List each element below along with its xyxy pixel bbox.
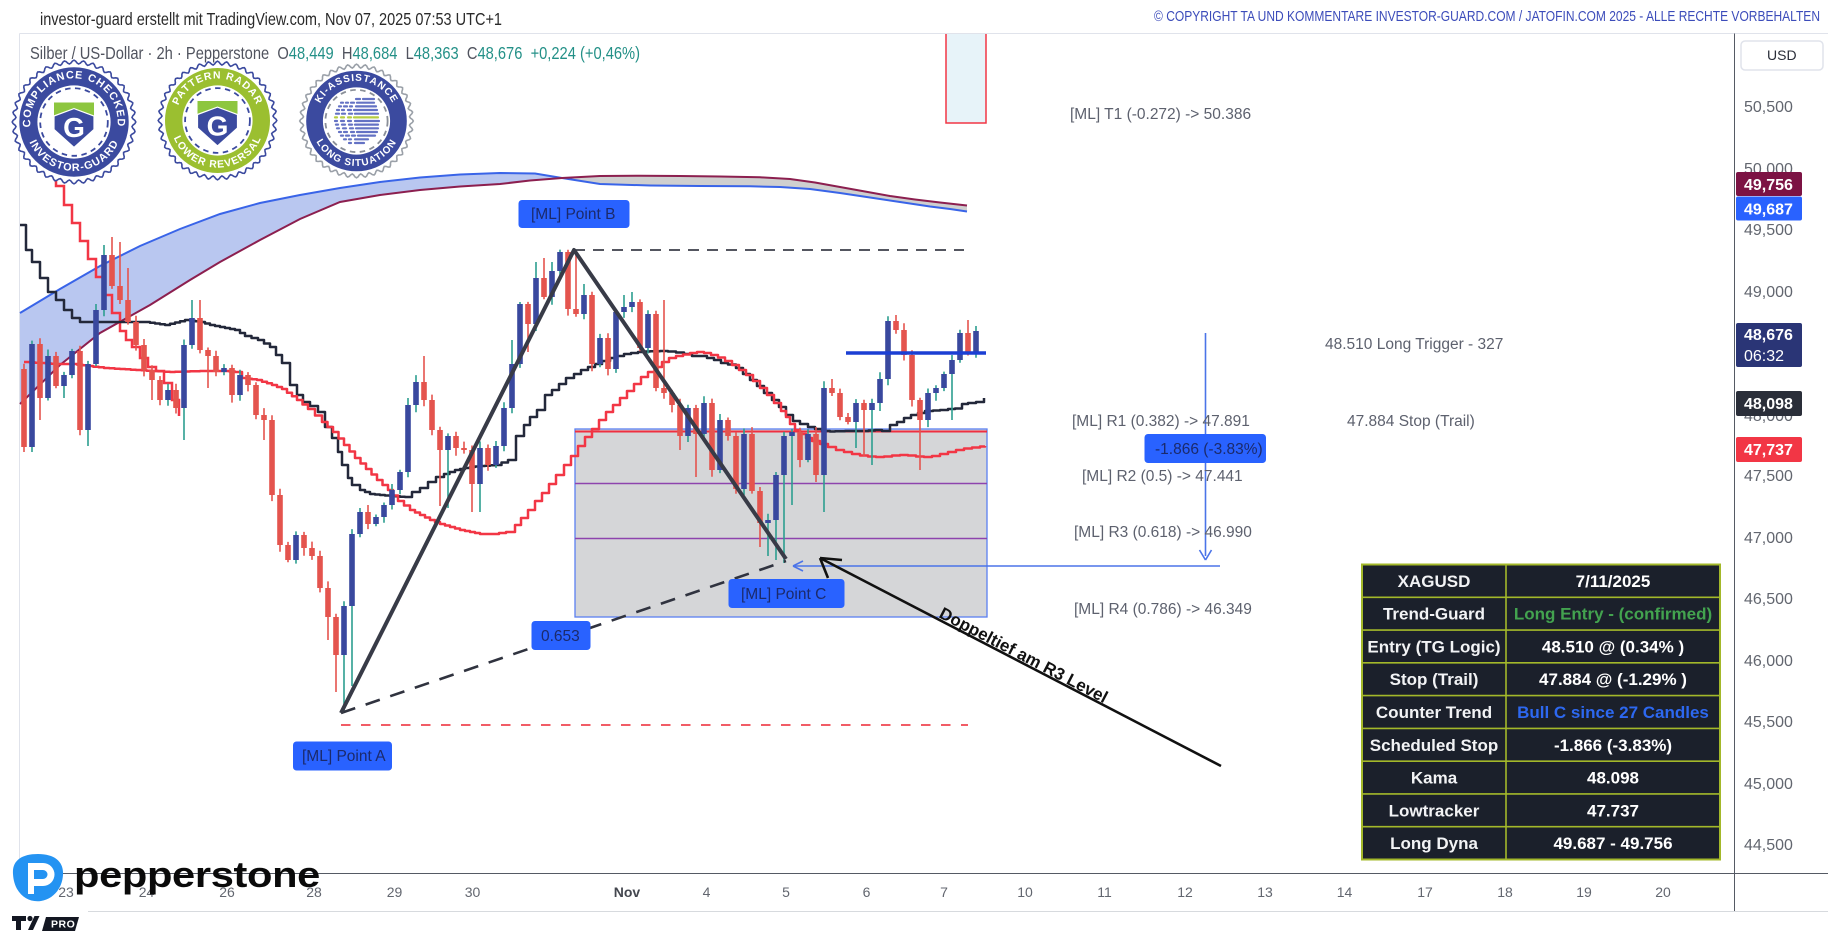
svg-text:G: G [207, 111, 229, 142]
svg-text:[ML] R1 (0.382) -> 47.891: [ML] R1 (0.382) -> 47.891 [1072, 413, 1250, 430]
svg-text:47.884 @ (-1.29% ): 47.884 @ (-1.29% ) [1539, 670, 1687, 689]
svg-text:20: 20 [1655, 884, 1671, 900]
svg-text:[ML] Point C: [ML] Point C [741, 586, 826, 603]
svg-text:PRO: PRO [51, 919, 75, 931]
svg-text:[ML] R2 (0.5) -> 47.441: [ML] R2 (0.5) -> 47.441 [1082, 468, 1243, 485]
svg-text:48.510 @ (0.34% ): 48.510 @ (0.34% ) [1542, 637, 1684, 656]
svg-text:19: 19 [1576, 884, 1592, 900]
svg-text:6: 6 [863, 884, 871, 900]
svg-text:49.687 - 49.756: 49.687 - 49.756 [1553, 834, 1672, 853]
svg-text:Lowtracker: Lowtracker [1389, 801, 1480, 820]
svg-text:-1.866 (-3.83%): -1.866 (-3.83%) [1155, 441, 1263, 458]
svg-text:48.510 Long Trigger - 327: 48.510 Long Trigger - 327 [1325, 336, 1503, 353]
svg-text:47.884 Stop (Trail): 47.884 Stop (Trail) [1347, 413, 1475, 430]
svg-text:46,500: 46,500 [1744, 591, 1793, 608]
svg-text:50,500: 50,500 [1744, 99, 1793, 116]
svg-text:28: 28 [306, 884, 322, 900]
svg-text:11: 11 [1097, 884, 1112, 900]
svg-text:pepperstone: pepperstone [74, 854, 320, 895]
svg-text:06:32: 06:32 [1744, 348, 1784, 365]
svg-text:14: 14 [1337, 884, 1353, 900]
svg-text:49,687: 49,687 [1744, 202, 1793, 219]
svg-text:5: 5 [782, 884, 790, 900]
svg-text:Trend-Guard: Trend-Guard [1383, 605, 1485, 624]
svg-text:XAGUSD: XAGUSD [1398, 572, 1471, 591]
svg-text:Kama: Kama [1411, 769, 1458, 788]
svg-text:Scheduled Stop: Scheduled Stop [1370, 736, 1498, 755]
svg-text:Counter Trend: Counter Trend [1376, 703, 1492, 722]
svg-text:investor-guard erstellt mit Tr: investor-guard erstellt mit TradingView.… [40, 9, 502, 29]
svg-text:-1.866 (-3.83%): -1.866 (-3.83%) [1554, 736, 1672, 755]
svg-text:G: G [63, 112, 85, 143]
svg-text:USD: USD [1767, 47, 1797, 63]
svg-text:Long Entry - (confirmed): Long Entry - (confirmed) [1514, 605, 1712, 624]
svg-text:Silber / US-Dollar · 2h · Pepp: Silber / US-Dollar · 2h · Pepperstone O4… [30, 43, 640, 63]
svg-text:47,000: 47,000 [1744, 530, 1793, 547]
svg-text:[ML] R4 (0.786) -> 46.349: [ML] R4 (0.786) -> 46.349 [1074, 601, 1252, 618]
svg-text:12: 12 [1177, 884, 1193, 900]
svg-text:45,000: 45,000 [1744, 776, 1793, 793]
svg-text:47.737: 47.737 [1587, 801, 1639, 820]
svg-text:[ML] T1 (-0.272) -> 50.386: [ML] T1 (-0.272) -> 50.386 [1070, 106, 1251, 123]
svg-text:Entry (TG Logic): Entry (TG Logic) [1367, 637, 1500, 656]
svg-text:13: 13 [1257, 884, 1273, 900]
svg-text:48,676: 48,676 [1744, 327, 1793, 344]
svg-text:Long Dyna: Long Dyna [1390, 834, 1478, 853]
svg-text:49,500: 49,500 [1744, 222, 1793, 239]
svg-text:17: 17 [1417, 884, 1433, 900]
svg-text:49,000: 49,000 [1744, 284, 1793, 301]
svg-text:48,098: 48,098 [1744, 396, 1793, 413]
svg-text:47,737: 47,737 [1744, 442, 1793, 459]
svg-text:Nov: Nov [614, 884, 641, 900]
svg-text:48.098: 48.098 [1587, 769, 1639, 788]
svg-text:Bull C since 27 Candles: Bull C since 27 Candles [1517, 703, 1709, 722]
svg-text:4: 4 [703, 884, 711, 900]
svg-text:23: 23 [58, 884, 74, 900]
svg-text:7/11/2025: 7/11/2025 [1576, 572, 1651, 591]
svg-text:18: 18 [1497, 884, 1513, 900]
svg-text:0.653: 0.653 [541, 628, 580, 645]
svg-text:[ML] R3 (0.618) -> 46.990: [ML] R3 (0.618) -> 46.990 [1074, 524, 1252, 541]
svg-text:[ML] Point B: [ML] Point B [531, 206, 615, 223]
svg-text:© COPYRIGHT TA UND KOMMENTARE: © COPYRIGHT TA UND KOMMENTARE INVESTOR-G… [1154, 8, 1820, 25]
svg-text:7: 7 [940, 884, 948, 900]
svg-text:44,500: 44,500 [1744, 837, 1793, 854]
svg-text:47,500: 47,500 [1744, 468, 1793, 485]
svg-text:45,500: 45,500 [1744, 714, 1793, 731]
svg-text:[ML] Point A: [ML] Point A [302, 748, 386, 765]
svg-text:26: 26 [219, 884, 235, 900]
svg-text:30: 30 [465, 884, 481, 900]
svg-text:10: 10 [1017, 884, 1033, 900]
svg-text:29: 29 [387, 884, 403, 900]
svg-text:Stop (Trail): Stop (Trail) [1390, 670, 1479, 689]
svg-text:49,756: 49,756 [1744, 177, 1793, 194]
svg-text:24: 24 [139, 884, 155, 900]
svg-text:46,000: 46,000 [1744, 653, 1793, 670]
